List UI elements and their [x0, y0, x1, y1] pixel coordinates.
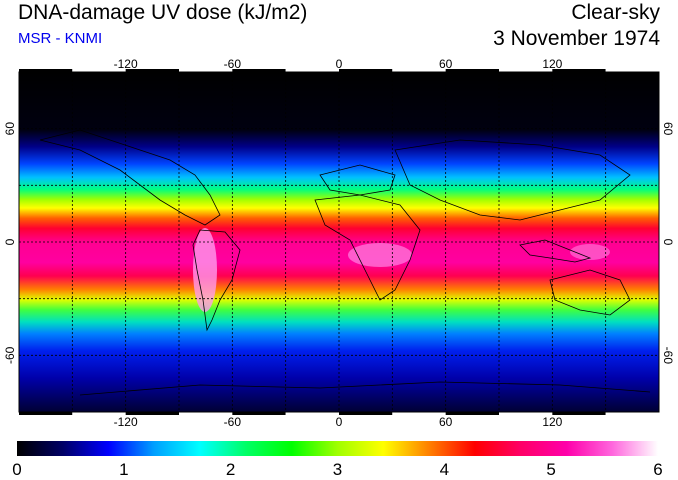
frame-segment [605, 69, 659, 72]
frame-segment [392, 69, 446, 72]
frame-segment [445, 69, 499, 72]
frame-segment [605, 412, 659, 415]
colorbar-tick-label: 1 [119, 460, 128, 479]
lon-tick-label-bottom: 60 [439, 415, 453, 429]
europe-outline [319, 164, 396, 196]
sky-condition-label: Clear-sky [571, 1, 660, 24]
colorbar-tick-label: 2 [226, 460, 235, 479]
asia-outline [394, 139, 631, 221]
colorbar-ticks: 0 1 2 3 4 5 6 [12, 460, 662, 479]
lon-tick-label-bottom: -60 [224, 415, 242, 429]
uv-dose-map: -120 -120 -60 -60 0 0 60 60 120 120 60 60 0 0 -60 -60 [3, 57, 675, 429]
lon-tick-label-top: -60 [224, 57, 242, 71]
lon-tick-label-bottom: -120 [114, 415, 138, 429]
south-america-outline [192, 229, 241, 332]
africa-outline [314, 194, 421, 301]
frame-segment [552, 69, 606, 72]
lat-tick-label-right: 60 [661, 122, 675, 136]
graticule [19, 72, 659, 412]
source-label: MSR - KNMI [18, 30, 103, 47]
map-frame [18, 71, 660, 413]
frame-segment [392, 412, 446, 415]
frame-segment [499, 69, 553, 72]
frame-segment [339, 69, 393, 72]
north-america-outline [39, 129, 221, 226]
lat-tick-label-left: 0 [3, 238, 17, 245]
lon-tick-label-top: 0 [336, 57, 343, 71]
frame-segment [339, 412, 393, 415]
lat-tick-label-left: 60 [3, 122, 17, 136]
map-axis-ticks: -120 -120 -60 -60 0 0 60 60 120 120 60 60 0 0 -60 -60 [3, 57, 675, 429]
colorbar-tick-label: 4 [440, 460, 449, 479]
colorbar-tick-label: 6 [653, 460, 662, 479]
frame-segment [125, 412, 179, 415]
frame-segment [499, 412, 553, 415]
lat-tick-label-right: -60 [661, 347, 675, 365]
date-label: 3 November 1974 [493, 27, 660, 50]
frame-segment [285, 69, 339, 72]
frame-segment [285, 412, 339, 415]
page-title: DNA-damage UV dose (kJ/m2) [18, 1, 308, 24]
coastlines [39, 129, 651, 396]
land-highlights [193, 228, 610, 312]
colorbar-tick-label: 3 [333, 460, 342, 479]
colorbar-tick-label: 0 [12, 460, 21, 479]
frame-segment [552, 412, 606, 415]
frame-segment [179, 412, 233, 415]
australia-outline [549, 269, 631, 316]
frame-segment [232, 69, 286, 72]
lon-tick-label-top: 60 [439, 57, 453, 71]
frame-segment [445, 412, 499, 415]
frame-segment [72, 412, 126, 415]
colorbar-tick-label: 5 [546, 460, 555, 479]
lon-tick-label-top: 120 [542, 57, 562, 71]
frame-segment [19, 412, 73, 415]
lon-tick-label-top: -120 [114, 57, 138, 71]
colorbar-scale [17, 441, 658, 456]
lat-tick-label-left: -60 [3, 346, 17, 364]
frame-segment [72, 69, 126, 72]
frame-segment [125, 69, 179, 72]
lon-tick-label-bottom: 120 [542, 415, 562, 429]
frame-segment [179, 69, 233, 72]
lon-tick-label-bottom: 0 [336, 415, 343, 429]
frame-segment [19, 69, 73, 72]
frame-segment [232, 412, 286, 415]
antarctica-outline [79, 381, 651, 396]
indonesia-outline [519, 239, 592, 263]
lat-tick-label-right: 0 [661, 239, 675, 246]
